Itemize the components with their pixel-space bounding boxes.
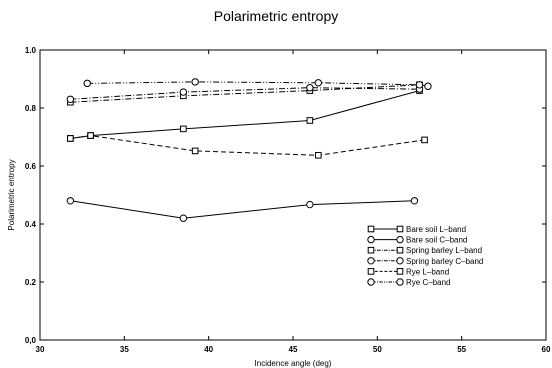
data-point (410, 197, 419, 205)
y-tick-label: 0.6 (25, 162, 37, 171)
legend-label: Rye L–band (406, 267, 449, 276)
legend-marker (367, 278, 375, 286)
y-tick-label: 0.2 (25, 278, 37, 287)
data-point (191, 78, 199, 86)
legend-marker (367, 225, 375, 233)
y-tick-label: 0,0 (25, 336, 37, 345)
legend-marker (396, 246, 404, 254)
plot-frame (39, 49, 547, 341)
data-point (87, 132, 94, 139)
legend-marker (367, 235, 375, 244)
data-point (66, 197, 75, 205)
series-3 (67, 81, 423, 106)
y-tick-label: 0.4 (25, 220, 37, 229)
x-tick-label: 40 (204, 345, 213, 354)
data-point (191, 147, 199, 155)
data-point (415, 81, 424, 89)
x-tick-label: 35 (120, 345, 129, 354)
legend-marker (396, 225, 404, 233)
legend-label: Rye C–band (406, 278, 450, 287)
series-2 (66, 197, 419, 222)
data-point (421, 136, 428, 144)
series-6 (83, 78, 432, 90)
x-tick-label: 50 (373, 345, 382, 354)
data-point (179, 214, 188, 222)
x-tick-label: 55 (457, 345, 466, 354)
data-point (179, 88, 188, 96)
y-tick-label: 0.8 (25, 104, 37, 113)
data-point (306, 84, 314, 92)
data-point (424, 82, 432, 90)
data-point (315, 151, 322, 159)
data-point (66, 95, 75, 104)
data-point (306, 200, 314, 209)
y-axis-label: Polarimetric entropy (7, 159, 16, 230)
series-line (87, 81, 428, 87)
data-point (306, 117, 314, 124)
series-1 (67, 87, 423, 142)
data-point (67, 135, 74, 142)
legend-marker (367, 246, 375, 254)
data-point (180, 125, 187, 133)
legend-label: Spring barley C–band (406, 257, 483, 266)
legend-marker (396, 268, 404, 275)
legend-marker (396, 278, 404, 286)
series-line (70, 135, 425, 156)
x-tick-label: 30 (36, 345, 45, 354)
legend-label: Spring barley L–band (406, 246, 482, 255)
x-axis-label: Incidence angle (deg) (255, 359, 332, 368)
legend-marker (396, 235, 404, 244)
legend-label: Bare soil L–band (406, 225, 466, 234)
legend-marker (396, 257, 404, 265)
axis-ticks: 30 35 40 45 50 55 60 0,0 0.2 0.4 0.6 0.8 1.0 (25, 46, 551, 354)
series-5 (67, 132, 428, 159)
series-line (70, 84, 420, 103)
series-line (70, 200, 415, 219)
series-line (70, 90, 420, 139)
legend-label: Bare soil C–band (406, 236, 467, 245)
x-tick-label: 45 (289, 345, 298, 354)
series-line (70, 87, 420, 100)
legend-marker (367, 257, 375, 265)
data-point (83, 79, 91, 88)
y-tick-label: 1.0 (25, 46, 37, 55)
series-layer (66, 78, 432, 222)
data-point (314, 79, 322, 87)
chart-title: Polarimetric entropy (213, 8, 339, 24)
legend-marker (367, 268, 375, 275)
series-4 (66, 84, 424, 104)
x-tick-label: 60 (542, 345, 551, 354)
